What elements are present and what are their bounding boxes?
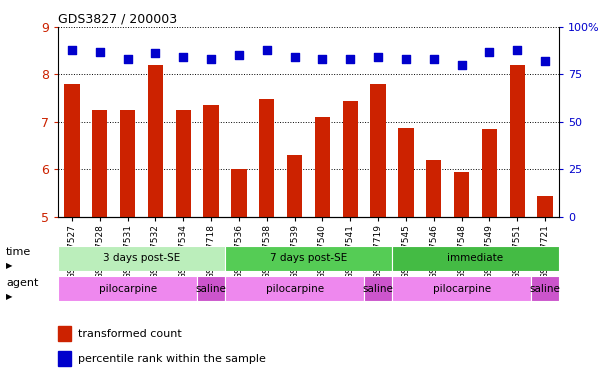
Point bbox=[123, 56, 133, 62]
Text: pilocarpine: pilocarpine bbox=[98, 284, 156, 294]
Bar bbox=[510, 65, 525, 217]
Bar bbox=[232, 169, 247, 217]
Point bbox=[290, 54, 299, 60]
Bar bbox=[225, 276, 364, 301]
Text: time: time bbox=[6, 247, 31, 258]
Bar bbox=[58, 326, 71, 341]
Text: saline: saline bbox=[196, 284, 227, 294]
Text: agent: agent bbox=[6, 278, 38, 288]
Bar bbox=[64, 84, 79, 217]
Text: percentile rank within the sample: percentile rank within the sample bbox=[78, 354, 266, 364]
Point bbox=[373, 54, 383, 60]
Point bbox=[540, 58, 550, 64]
Point bbox=[318, 56, 327, 62]
Text: ▶: ▶ bbox=[6, 292, 13, 301]
Bar bbox=[538, 195, 553, 217]
Point bbox=[207, 56, 216, 62]
Text: GDS3827 / 200003: GDS3827 / 200003 bbox=[58, 13, 177, 26]
Bar bbox=[175, 110, 191, 217]
Text: saline: saline bbox=[363, 284, 393, 294]
Bar bbox=[92, 110, 108, 217]
Bar bbox=[398, 128, 414, 217]
Point bbox=[429, 56, 439, 62]
Text: immediate: immediate bbox=[447, 253, 503, 263]
Bar bbox=[225, 246, 392, 271]
Text: pilocarpine: pilocarpine bbox=[266, 284, 324, 294]
Point bbox=[485, 48, 494, 55]
Point bbox=[178, 54, 188, 60]
Point bbox=[457, 62, 467, 68]
Bar bbox=[392, 246, 559, 271]
Point bbox=[513, 46, 522, 53]
Point bbox=[67, 46, 77, 53]
Bar bbox=[343, 101, 358, 217]
Point bbox=[234, 52, 244, 58]
Bar bbox=[120, 110, 135, 217]
Text: 3 days post-SE: 3 days post-SE bbox=[103, 253, 180, 263]
Text: transformed count: transformed count bbox=[78, 329, 182, 339]
Bar bbox=[203, 105, 219, 217]
Bar bbox=[370, 84, 386, 217]
Bar bbox=[482, 129, 497, 217]
Bar bbox=[58, 246, 225, 271]
Text: pilocarpine: pilocarpine bbox=[433, 284, 491, 294]
Point bbox=[401, 56, 411, 62]
Bar bbox=[58, 351, 71, 366]
Bar bbox=[315, 117, 330, 217]
Bar bbox=[364, 276, 392, 301]
Point bbox=[150, 50, 160, 56]
Bar bbox=[426, 160, 442, 217]
Bar bbox=[392, 276, 531, 301]
Bar bbox=[454, 172, 469, 217]
Point bbox=[345, 56, 355, 62]
Bar bbox=[58, 276, 197, 301]
Bar bbox=[287, 155, 302, 217]
Bar bbox=[259, 99, 274, 217]
Point bbox=[95, 48, 104, 55]
Text: 7 days post-SE: 7 days post-SE bbox=[270, 253, 347, 263]
Bar bbox=[197, 276, 225, 301]
Point bbox=[262, 46, 272, 53]
Text: saline: saline bbox=[530, 284, 560, 294]
Text: ▶: ▶ bbox=[6, 262, 13, 270]
Bar bbox=[148, 65, 163, 217]
Bar bbox=[531, 276, 559, 301]
